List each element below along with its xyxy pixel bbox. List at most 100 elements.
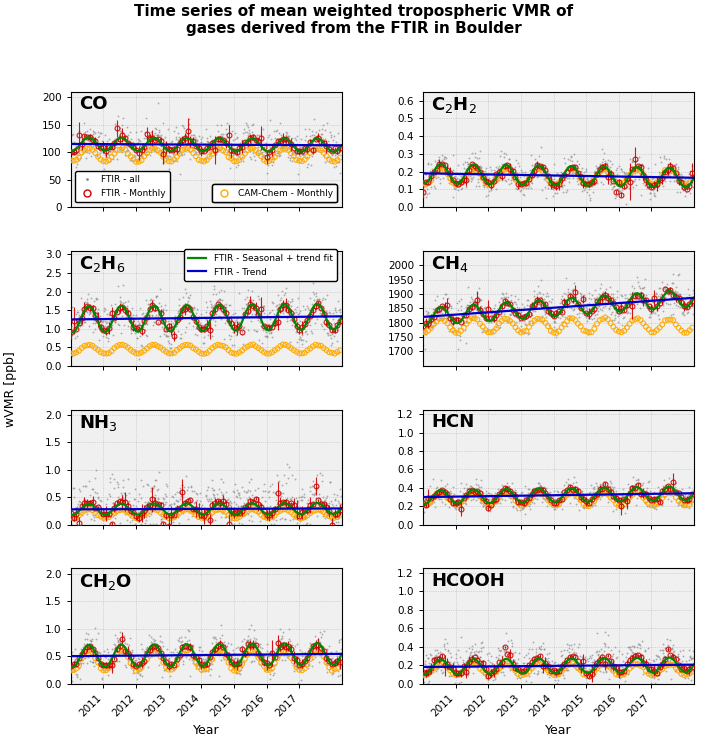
Point bbox=[436, 149, 447, 161]
Point bbox=[659, 490, 670, 502]
Point bbox=[188, 134, 199, 146]
Point bbox=[94, 138, 105, 150]
Point bbox=[559, 300, 571, 312]
Point bbox=[99, 140, 110, 152]
Point bbox=[202, 315, 213, 326]
Point bbox=[217, 301, 229, 312]
Point bbox=[223, 509, 234, 521]
Point bbox=[290, 320, 301, 331]
Point bbox=[615, 660, 626, 672]
Point bbox=[194, 318, 205, 329]
Point bbox=[120, 490, 132, 501]
Point bbox=[458, 322, 469, 334]
Point bbox=[244, 642, 255, 653]
Point bbox=[470, 649, 481, 661]
Point bbox=[420, 326, 431, 338]
Text: CH$_2$O: CH$_2$O bbox=[79, 572, 132, 592]
Point bbox=[435, 491, 446, 503]
Point bbox=[246, 498, 258, 509]
Point bbox=[510, 182, 522, 194]
Point bbox=[479, 307, 491, 319]
Point bbox=[84, 503, 95, 514]
Point bbox=[265, 660, 276, 672]
Point bbox=[624, 678, 636, 690]
Point bbox=[456, 183, 467, 195]
Point bbox=[218, 653, 229, 664]
Point bbox=[437, 312, 448, 323]
Point bbox=[549, 187, 561, 198]
Point bbox=[566, 159, 577, 171]
Point bbox=[257, 485, 268, 497]
Point bbox=[120, 648, 131, 659]
Point bbox=[525, 182, 537, 194]
Point bbox=[329, 318, 340, 329]
Point bbox=[302, 303, 314, 315]
Point bbox=[120, 501, 132, 513]
Point bbox=[550, 323, 561, 334]
Point bbox=[443, 501, 455, 513]
Point bbox=[209, 315, 220, 326]
Point bbox=[234, 663, 245, 675]
Point bbox=[233, 489, 244, 501]
Point bbox=[654, 322, 666, 334]
Point bbox=[452, 670, 463, 681]
Point bbox=[491, 321, 502, 333]
Point bbox=[304, 135, 315, 147]
Point bbox=[554, 500, 565, 512]
Point bbox=[319, 647, 330, 659]
Point bbox=[418, 669, 430, 681]
Point bbox=[436, 487, 447, 498]
Point bbox=[235, 143, 246, 155]
Point bbox=[91, 649, 102, 661]
Point bbox=[594, 303, 605, 315]
Point bbox=[475, 474, 486, 486]
Point bbox=[241, 307, 253, 319]
Point bbox=[612, 665, 624, 677]
Point bbox=[218, 334, 229, 345]
Point bbox=[285, 639, 296, 650]
Point bbox=[334, 509, 346, 521]
Point bbox=[224, 147, 236, 159]
Point bbox=[526, 659, 537, 670]
Point bbox=[224, 650, 236, 662]
Point bbox=[331, 324, 343, 336]
Point bbox=[445, 647, 456, 659]
Point bbox=[598, 147, 610, 159]
Point bbox=[269, 504, 280, 516]
Point bbox=[646, 303, 657, 315]
Point bbox=[545, 491, 556, 503]
Point bbox=[135, 664, 147, 676]
Point bbox=[628, 490, 639, 501]
Point bbox=[485, 497, 496, 509]
Point bbox=[98, 315, 109, 326]
Point bbox=[180, 631, 191, 643]
Point bbox=[577, 179, 588, 191]
Point bbox=[511, 498, 523, 509]
Point bbox=[526, 150, 537, 162]
Point bbox=[598, 476, 610, 488]
Point bbox=[201, 154, 212, 166]
Point bbox=[453, 295, 464, 306]
Point bbox=[525, 659, 536, 671]
Point bbox=[89, 500, 101, 512]
Point bbox=[486, 307, 498, 319]
Point bbox=[141, 511, 152, 523]
Point bbox=[423, 177, 434, 189]
Point bbox=[683, 493, 694, 505]
Point bbox=[228, 518, 239, 530]
Point bbox=[452, 495, 463, 506]
Point bbox=[420, 658, 431, 670]
Point bbox=[203, 150, 215, 162]
Point bbox=[138, 511, 149, 523]
Point bbox=[103, 525, 115, 537]
Point bbox=[179, 283, 190, 295]
Point bbox=[229, 520, 241, 532]
Point bbox=[679, 488, 690, 500]
Point bbox=[639, 291, 650, 303]
Point bbox=[528, 651, 539, 663]
Point bbox=[636, 485, 648, 497]
Point bbox=[498, 645, 510, 657]
Point bbox=[508, 163, 520, 175]
Point bbox=[675, 666, 687, 678]
Point bbox=[204, 657, 215, 669]
